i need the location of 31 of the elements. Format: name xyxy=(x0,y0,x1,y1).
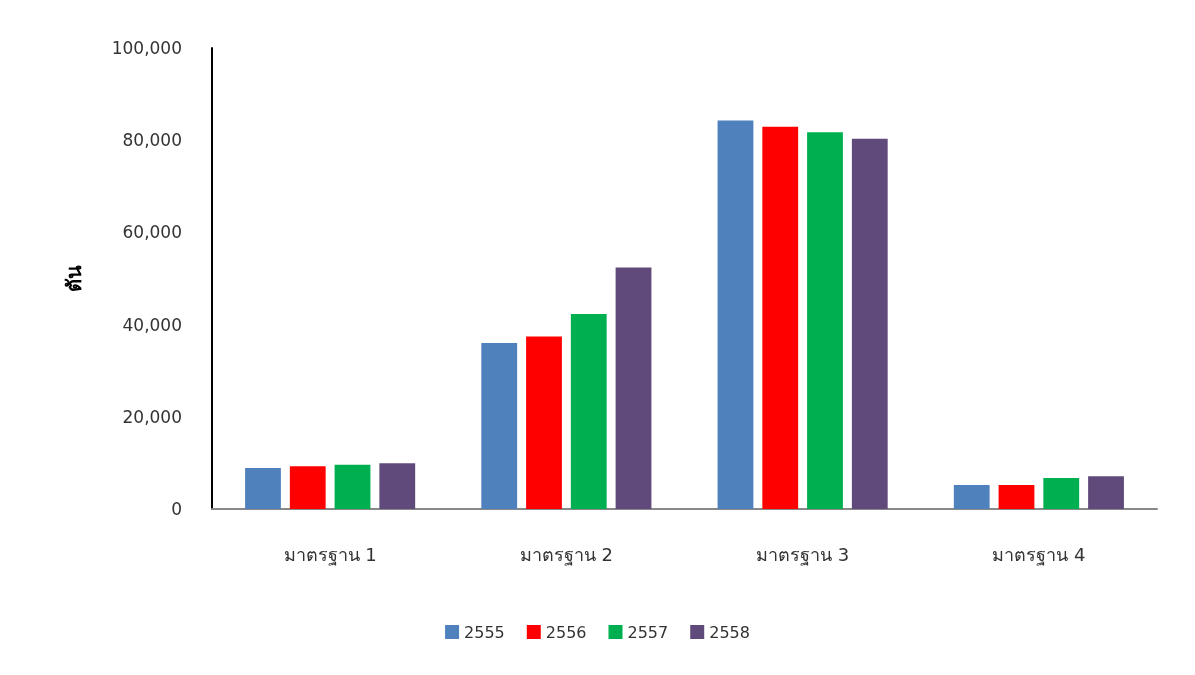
bar xyxy=(615,267,652,509)
legend-label: 2557 xyxy=(627,622,669,642)
bar xyxy=(851,138,888,509)
x-tick-label: มาตรฐาน 3 xyxy=(756,543,850,566)
bar xyxy=(570,314,607,509)
y-tick-label: 80,000 xyxy=(122,130,182,151)
bar xyxy=(481,343,518,509)
y-tick-label: 0 xyxy=(171,499,182,519)
bar xyxy=(807,132,843,509)
y-axis-title: ตัน xyxy=(62,265,86,292)
bar xyxy=(1088,476,1124,509)
bar xyxy=(379,463,416,509)
bar xyxy=(762,126,799,509)
x-tick-label: มาตรฐาน 2 xyxy=(519,543,613,566)
legend-label: 2556 xyxy=(545,622,587,642)
x-tick-label: มาตรฐาน 4 xyxy=(992,543,1086,566)
y-tick-label: 40,000 xyxy=(122,314,182,335)
legend-label: 2555 xyxy=(464,622,505,642)
bar xyxy=(1043,478,1080,509)
bar xyxy=(289,466,326,509)
x-tick-label: มาตรฐาน 1 xyxy=(283,543,377,566)
bar xyxy=(953,485,990,509)
bar xyxy=(998,485,1035,509)
legend-label: 2558 xyxy=(709,622,750,642)
bar xyxy=(717,120,754,509)
y-tick-label: 20,000 xyxy=(122,406,182,427)
y-tick-label: 100,000 xyxy=(111,38,182,58)
bar xyxy=(245,467,281,509)
bar xyxy=(526,336,562,509)
bar xyxy=(334,464,371,509)
y-tick-label: 60,000 xyxy=(122,222,182,243)
